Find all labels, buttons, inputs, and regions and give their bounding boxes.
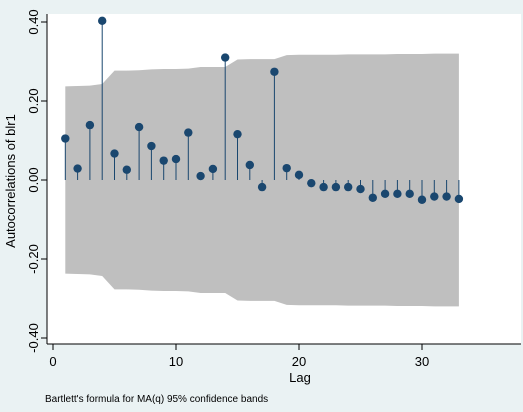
acf-point-lag-26 — [368, 193, 377, 202]
acf-point-lag-8 — [147, 141, 156, 151]
acf-point-lag-25 — [356, 184, 365, 194]
acf-point-lag-24 — [344, 182, 353, 192]
confidence-band-note: Bartlett's formula for MA(q) 95% confide… — [45, 394, 268, 405]
acf-point-lag-3 — [85, 120, 95, 130]
acf-point-lag-9 — [159, 156, 168, 165]
x-tick-label: 20 — [292, 354, 306, 369]
acf-point-lag-4 — [98, 16, 107, 26]
acf-point-lag-21 — [307, 178, 316, 188]
acf-point-lag-1 — [61, 134, 70, 143]
acf-point-lag-18 — [270, 67, 279, 76]
acf-point-lag-13 — [208, 164, 218, 174]
acf-point-lag-27 — [380, 189, 390, 199]
y-tick-label: -0.20 — [26, 244, 41, 274]
x-tick-label: 10 — [169, 354, 183, 369]
acf-point-lag-16 — [245, 160, 254, 170]
y-tick-label: 0.00 — [26, 167, 41, 192]
acf-point-lag-6 — [122, 165, 131, 174]
acf-point-lag-2 — [73, 164, 82, 173]
acf-point-lag-33 — [454, 194, 464, 204]
acf-point-lag-7 — [134, 122, 144, 132]
acf-point-lag-15 — [233, 129, 242, 139]
acf-point-lag-20 — [294, 170, 304, 180]
acf-point-lag-10 — [171, 154, 181, 164]
acf-point-lag-31 — [430, 192, 439, 201]
acf-point-lag-12 — [196, 171, 205, 181]
acf-point-lag-23 — [331, 182, 341, 192]
x-tick-label: 30 — [415, 354, 429, 369]
y-tick-label: 0.40 — [26, 9, 41, 34]
x-tick-label: 0 — [49, 354, 56, 369]
acf-point-lag-14 — [221, 53, 230, 62]
acf-point-lag-29 — [405, 189, 414, 199]
y-tick-label: 0.20 — [26, 88, 41, 113]
acf-point-lag-17 — [257, 182, 267, 192]
acf-point-lag-11 — [184, 128, 193, 137]
acf-point-lag-28 — [393, 189, 402, 199]
x-axis-title: Lag — [289, 370, 311, 385]
acf-point-lag-22 — [319, 182, 328, 192]
y-tick-label: -0.40 — [26, 323, 41, 353]
acf-point-lag-32 — [442, 192, 451, 201]
acf-point-lag-19 — [282, 163, 291, 173]
y-axis-title: Autocorrelations of blr1 — [3, 114, 18, 248]
acf-point-lag-30 — [417, 195, 427, 204]
acf-point-lag-5 — [110, 149, 119, 158]
